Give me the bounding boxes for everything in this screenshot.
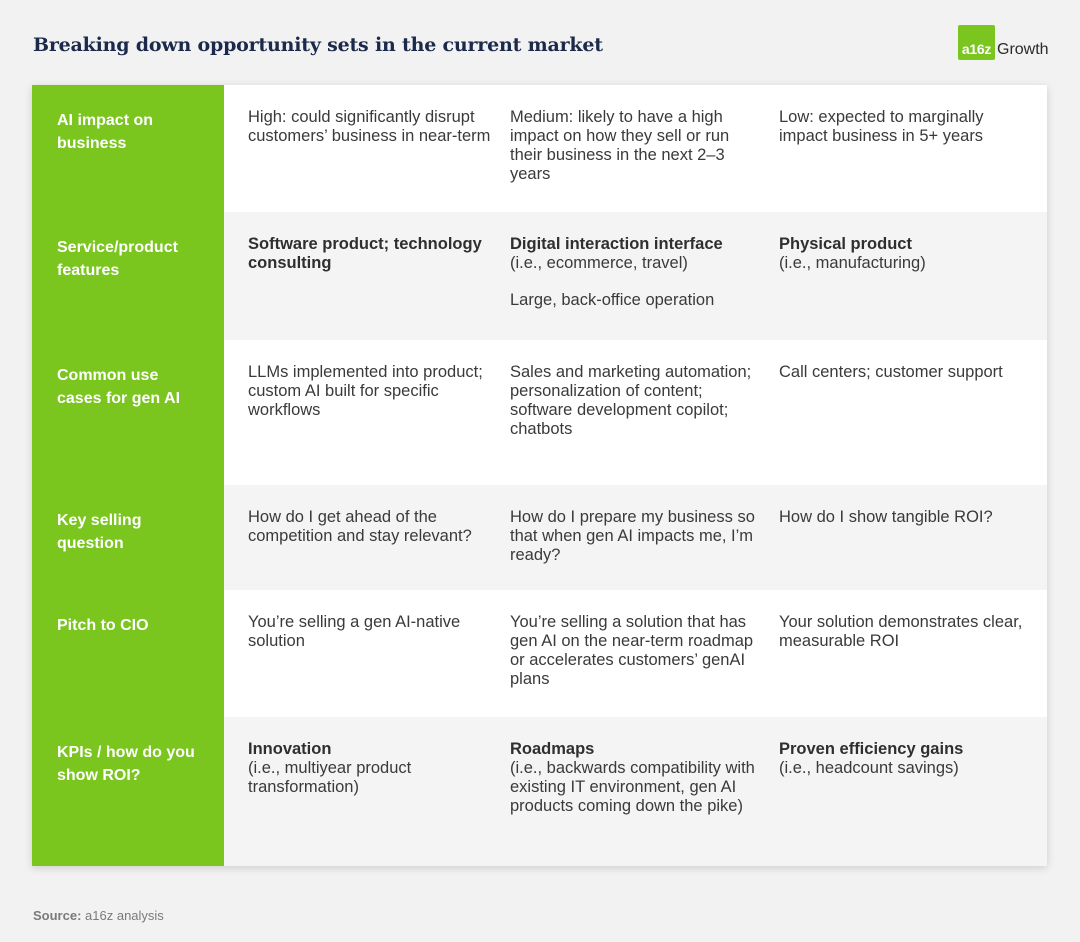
table-row: Pitch to CIO You’re selling a gen AI-nat… (32, 590, 1047, 717)
table-cell: Digital interaction interface (i.e., ecom… (510, 235, 723, 309)
logo-mark: a16z (958, 25, 995, 60)
table-cell: How do I get ahead of the competition an… (248, 508, 472, 545)
row-label: AI impact on business (57, 112, 154, 152)
logo-text: Growth (997, 40, 1049, 58)
table-row: KPIs / how do you show ROI? Innovation (i… (32, 717, 1047, 866)
table-cell: Medium: likely to have a high impact on … (510, 108, 730, 183)
row-header: Service/product features (32, 212, 224, 340)
table-cell: High: could significantly disrupt custom… (248, 108, 491, 145)
row-header: Key selling question (32, 485, 224, 590)
table-cell: How do I show tangible ROI? (779, 508, 993, 526)
table-cell: Call centers; customer support (779, 363, 1003, 381)
table-cell: You’re selling a solution that has gen A… (510, 613, 754, 688)
table-cell: How do I prepare my business so that whe… (510, 508, 755, 564)
row-header: KPIs / how do you show ROI? (32, 717, 224, 866)
opportunity-table: AI impact on business High: could signif… (32, 85, 1047, 866)
table-cell: Your solution demonstrates clear, measur… (779, 613, 1023, 650)
table-cell: Innovation (i.e., multiyear product trans… (248, 740, 412, 796)
source-label: Source: (33, 908, 82, 923)
table-row: Common use cases for gen AI LLMs impleme… (32, 340, 1047, 485)
table-cell: LLMs implemented into product; custom AI… (248, 363, 483, 419)
row-label: Service/product features (57, 239, 178, 279)
table-cell: Roadmaps (i.e., backwards compatibility w… (510, 740, 755, 815)
page-title: Breaking down opportunity sets in the cu… (33, 34, 603, 56)
table-cell: You’re selling a gen AI-native solution (248, 613, 461, 650)
table-cell: Sales and marketing automation; personal… (510, 363, 752, 438)
table-cell: Physical product (i.e., manufacturing) (779, 235, 926, 272)
row-label: KPIs / how do you show ROI? (57, 744, 195, 784)
row-label: Pitch to CIO (57, 617, 149, 634)
source-note: Source: a16z analysis (33, 908, 164, 923)
source-text: a16z analysis (85, 908, 164, 923)
table-row: Key selling question How do I get ahead … (32, 485, 1047, 590)
row-label: Key selling question (57, 512, 142, 552)
row-header: AI impact on business (32, 85, 224, 212)
row-header: Pitch to CIO (32, 590, 224, 717)
table-cell: Proven efficiency gains (i.e., headcount … (779, 740, 964, 777)
table-cell: Software product; technology consulting (248, 235, 482, 272)
table-cell: Low: expected to marginally impact busin… (779, 108, 984, 145)
row-header: Common use cases for gen AI (32, 340, 224, 485)
a16z-growth-logo: a16z Growth (958, 25, 1049, 60)
table-row: AI impact on business High: could signif… (32, 85, 1047, 212)
row-label: Common use cases for gen AI (57, 367, 181, 407)
table-row: Service/product features Software produc… (32, 212, 1047, 340)
